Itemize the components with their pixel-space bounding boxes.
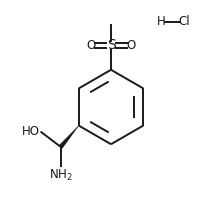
- Text: O: O: [127, 39, 136, 52]
- Text: NH$_2$: NH$_2$: [49, 168, 73, 183]
- Text: Cl: Cl: [178, 15, 190, 28]
- Text: H: H: [157, 15, 165, 28]
- Text: O: O: [86, 39, 95, 52]
- Text: S: S: [107, 38, 115, 52]
- Text: HO: HO: [22, 125, 40, 138]
- Polygon shape: [59, 126, 79, 148]
